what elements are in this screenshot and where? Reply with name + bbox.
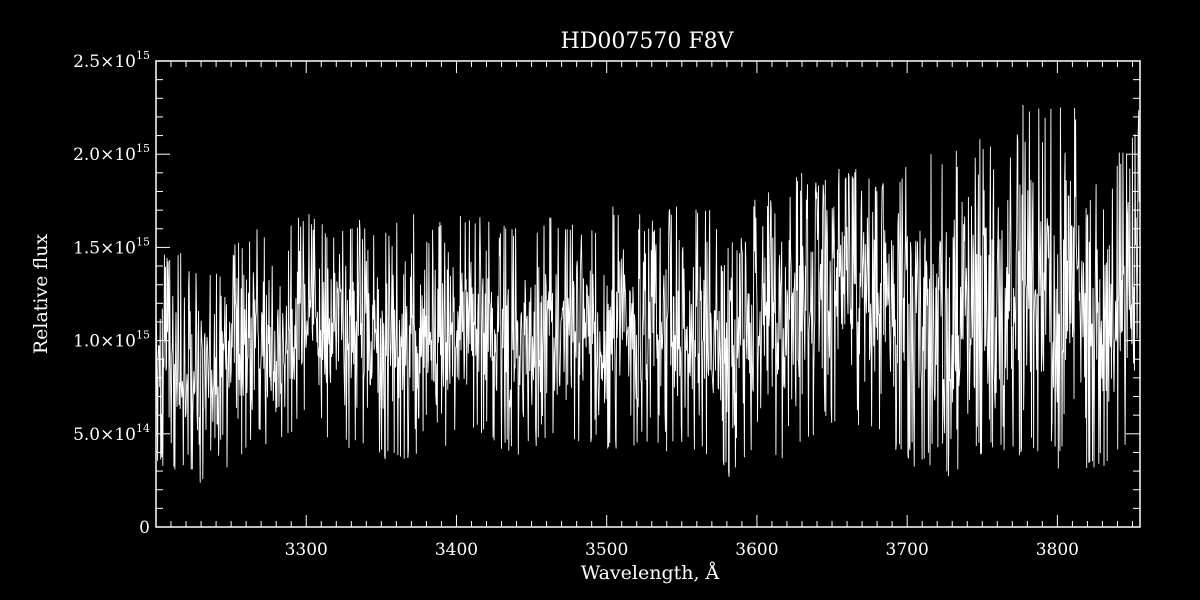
spectrum-series: [155, 104, 1141, 483]
plot-frame: [155, 60, 1141, 528]
y-axis-ticks: 0 5.0×1014 1.0×1015 1.5×1015 2.0×1015 2.5×101…: [73, 49, 1140, 538]
y-tick-label: 2.5×1015: [73, 49, 150, 72]
spectrum-line: [155, 104, 1141, 483]
y-tick-label: 5.0×1014: [73, 422, 150, 445]
y-tick-label: 2.0×1015: [73, 142, 150, 165]
y-axis-label: Relative flux: [30, 234, 52, 355]
x-tick-label: 3400: [435, 540, 478, 560]
x-tick-label: 3700: [886, 540, 929, 560]
x-axis-ticks: 3300 3400 3500 3600 3700 3800: [155, 61, 1133, 560]
y-tick-label: 1.0×1015: [73, 329, 150, 352]
x-tick-label: 3500: [585, 540, 628, 560]
y-tick-label: 1.5×1015: [73, 235, 150, 258]
x-tick-label: 3300: [285, 540, 328, 560]
x-axis-label: Wavelength, Å: [581, 562, 720, 584]
y-tick-label: 0: [139, 518, 150, 538]
x-tick-label: 3800: [1036, 540, 1079, 560]
chart-title: HD007570 F8V: [561, 29, 735, 54]
x-tick-label: 3600: [735, 540, 778, 560]
